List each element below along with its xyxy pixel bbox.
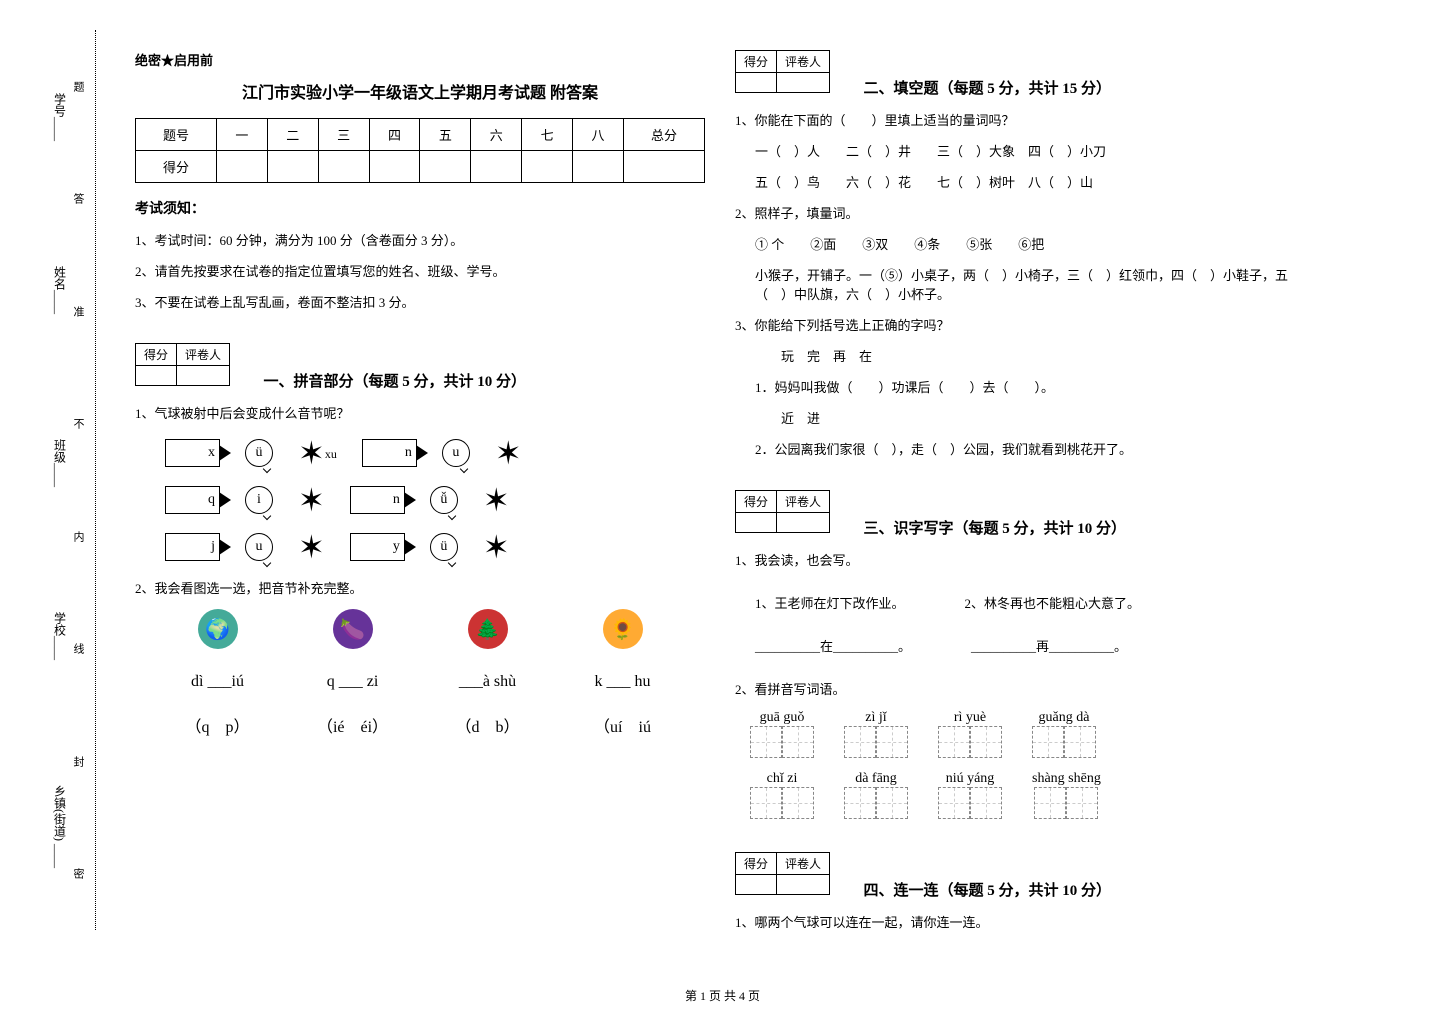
question-4-1: 1、哪两个气球可以连在一起，请你连一连。 [735, 912, 1305, 931]
right-column: 得分评卷人 二、填空题（每题 5 分，共计 15 分） 1、你能在下面的（ ）里… [720, 30, 1320, 943]
star-icon: ✶xu [298, 437, 337, 469]
q-line: 近 进 [755, 408, 1305, 427]
star-icon: ✶ [483, 484, 510, 516]
q-line: ① 个 ②面 ③双 ④条 ⑤张 ⑥把 [755, 234, 1305, 253]
score-box: 得分评卷人 [135, 343, 230, 386]
left-column: 绝密★启用前 江门市实验小学一年级语文上学期月考试题 附答案 题号 一 二 三 … [120, 30, 720, 943]
q-line: 一（ ）人 二（ ）井 三（ ）大象 四（ ）小刀 [755, 141, 1305, 160]
icon-row: 🌍 🍆 🌲 🌻 [150, 609, 690, 657]
question-1-2: 2、我会看图选一选，把音节补充完整。 [135, 578, 705, 597]
pinyin-options: （q p） （ié éi） （d b） （uí iú [150, 707, 690, 743]
arrow-box: q [165, 486, 220, 514]
star-icon: ✶ [298, 531, 325, 563]
notice-item: 2、请首先按要求在试卷的指定位置填写您的姓名、班级、学号。 [135, 261, 705, 280]
score-box: 得分评卷人 [735, 852, 830, 895]
star-icon: ✶ [298, 484, 325, 516]
score-box: 得分评卷人 [735, 490, 830, 533]
question-3-2: 2、看拼音写词语。 [735, 679, 1305, 698]
arrow-box: j [165, 533, 220, 561]
star-icon: ✶ [495, 437, 522, 469]
notice-item: 1、考试时间：60 分钟，满分为 100 分（含卷面分 3 分）。 [135, 230, 705, 249]
section-2-title: 二、填空题（每题 5 分，共计 15 分） [864, 77, 1112, 98]
arrow-box: x [165, 439, 220, 467]
circle-char: ü [430, 533, 458, 561]
pinyin-labels: dì ___iú q ___ zi ___à shù k ___ hu [150, 667, 690, 697]
icon-flower: 🌻 [563, 609, 683, 657]
question-2-3: 3、你能给下列括号选上正确的字吗？ [735, 315, 1305, 334]
pinyin-diagram: x ü ✶xu n u ✶ q i ✶ n ǚ ✶ j u ✶ y ü [135, 437, 705, 563]
question-2-1: 1、你能在下面的（ ）里填上适当的量词吗？ [735, 110, 1305, 129]
q-line: 1．妈妈叫我做（ ）功课后（ ）去（ ）。 [755, 377, 1305, 396]
score-box: 得分评卷人 [735, 50, 830, 93]
question-2-2: 2、照样子，填量词。 [735, 203, 1305, 222]
section-4-title: 四、连一连（每题 5 分，共计 10 分） [864, 879, 1112, 900]
star-icon: ✶ [483, 531, 510, 563]
q-line: 小猴子，开铺子。一（⑤）小桌子，两（ ）小椅子，三（ ）红领巾，四（ ）小鞋子，… [755, 265, 1305, 303]
q-line: 五（ ）鸟 六（ ）花 七（ ）树叶 八（ ）山 [755, 172, 1305, 191]
icon-eggplant: 🍆 [293, 609, 413, 657]
icon-earth: 🌍 [158, 609, 278, 657]
question-1-1: 1、气球被射中后会变成什么音节呢？ [135, 403, 705, 422]
table-row: 得分 [136, 151, 705, 183]
arrow-box: n [350, 486, 405, 514]
arrow-box: n [362, 439, 417, 467]
circle-char: u [442, 439, 470, 467]
page-footer: 第 1 页 共 4 页 [0, 987, 1445, 1004]
q-line: 玩 完 再 在 [755, 346, 1305, 365]
confidential-label: 绝密★启用前 [135, 50, 705, 69]
page: 绝密★启用前 江门市实验小学一年级语文上学期月考试题 附答案 题号 一 二 三 … [0, 0, 1445, 973]
notice-item: 3、不要在试卷上乱写乱画，卷面不整洁扣 3 分。 [135, 292, 705, 311]
arrow-box: y [350, 533, 405, 561]
circle-char: ǚ [430, 486, 458, 514]
score-table: 题号 一 二 三 四 五 六 七 八 总分 得分 [135, 118, 705, 183]
section-3-title: 三、识字写字（每题 5 分，共计 10 分） [864, 517, 1127, 538]
circle-char: ü [245, 439, 273, 467]
sentence-row: 1、王老师在灯下改作业。 2、林冬再也不能粗心大意了。 [755, 581, 1305, 624]
seal-line-text: 题 答 准 不 内 线 封 密 [70, 30, 86, 930]
exam-title: 江门市实验小学一年级语文上学期月考试题 附答案 [135, 79, 705, 103]
circle-char: u [245, 533, 273, 561]
notice-heading: 考试须知： [135, 198, 705, 218]
circle-char: i [245, 486, 273, 514]
question-3-1: 1、我会读，也会写。 [735, 550, 1305, 569]
table-row: 题号 一 二 三 四 五 六 七 八 总分 [136, 119, 705, 151]
icon-tree: 🌲 [428, 609, 548, 657]
pinyin-grid-row: guā guǒ zì jǐ rì yuè guǎng dà [750, 710, 1290, 763]
dotted-divider [95, 30, 96, 930]
q-line: 2．公园离我们家很（ ），走（ ）公园，我们就看到桃花开了。 [755, 439, 1305, 458]
section-1-title: 一、拼音部分（每题 5 分，共计 10 分） [264, 370, 527, 391]
pinyin-grid-row: chǐ zi dà fāng niú yáng shàng shēng [750, 771, 1290, 824]
blank-row: __________在__________。 __________再______… [755, 624, 1305, 667]
